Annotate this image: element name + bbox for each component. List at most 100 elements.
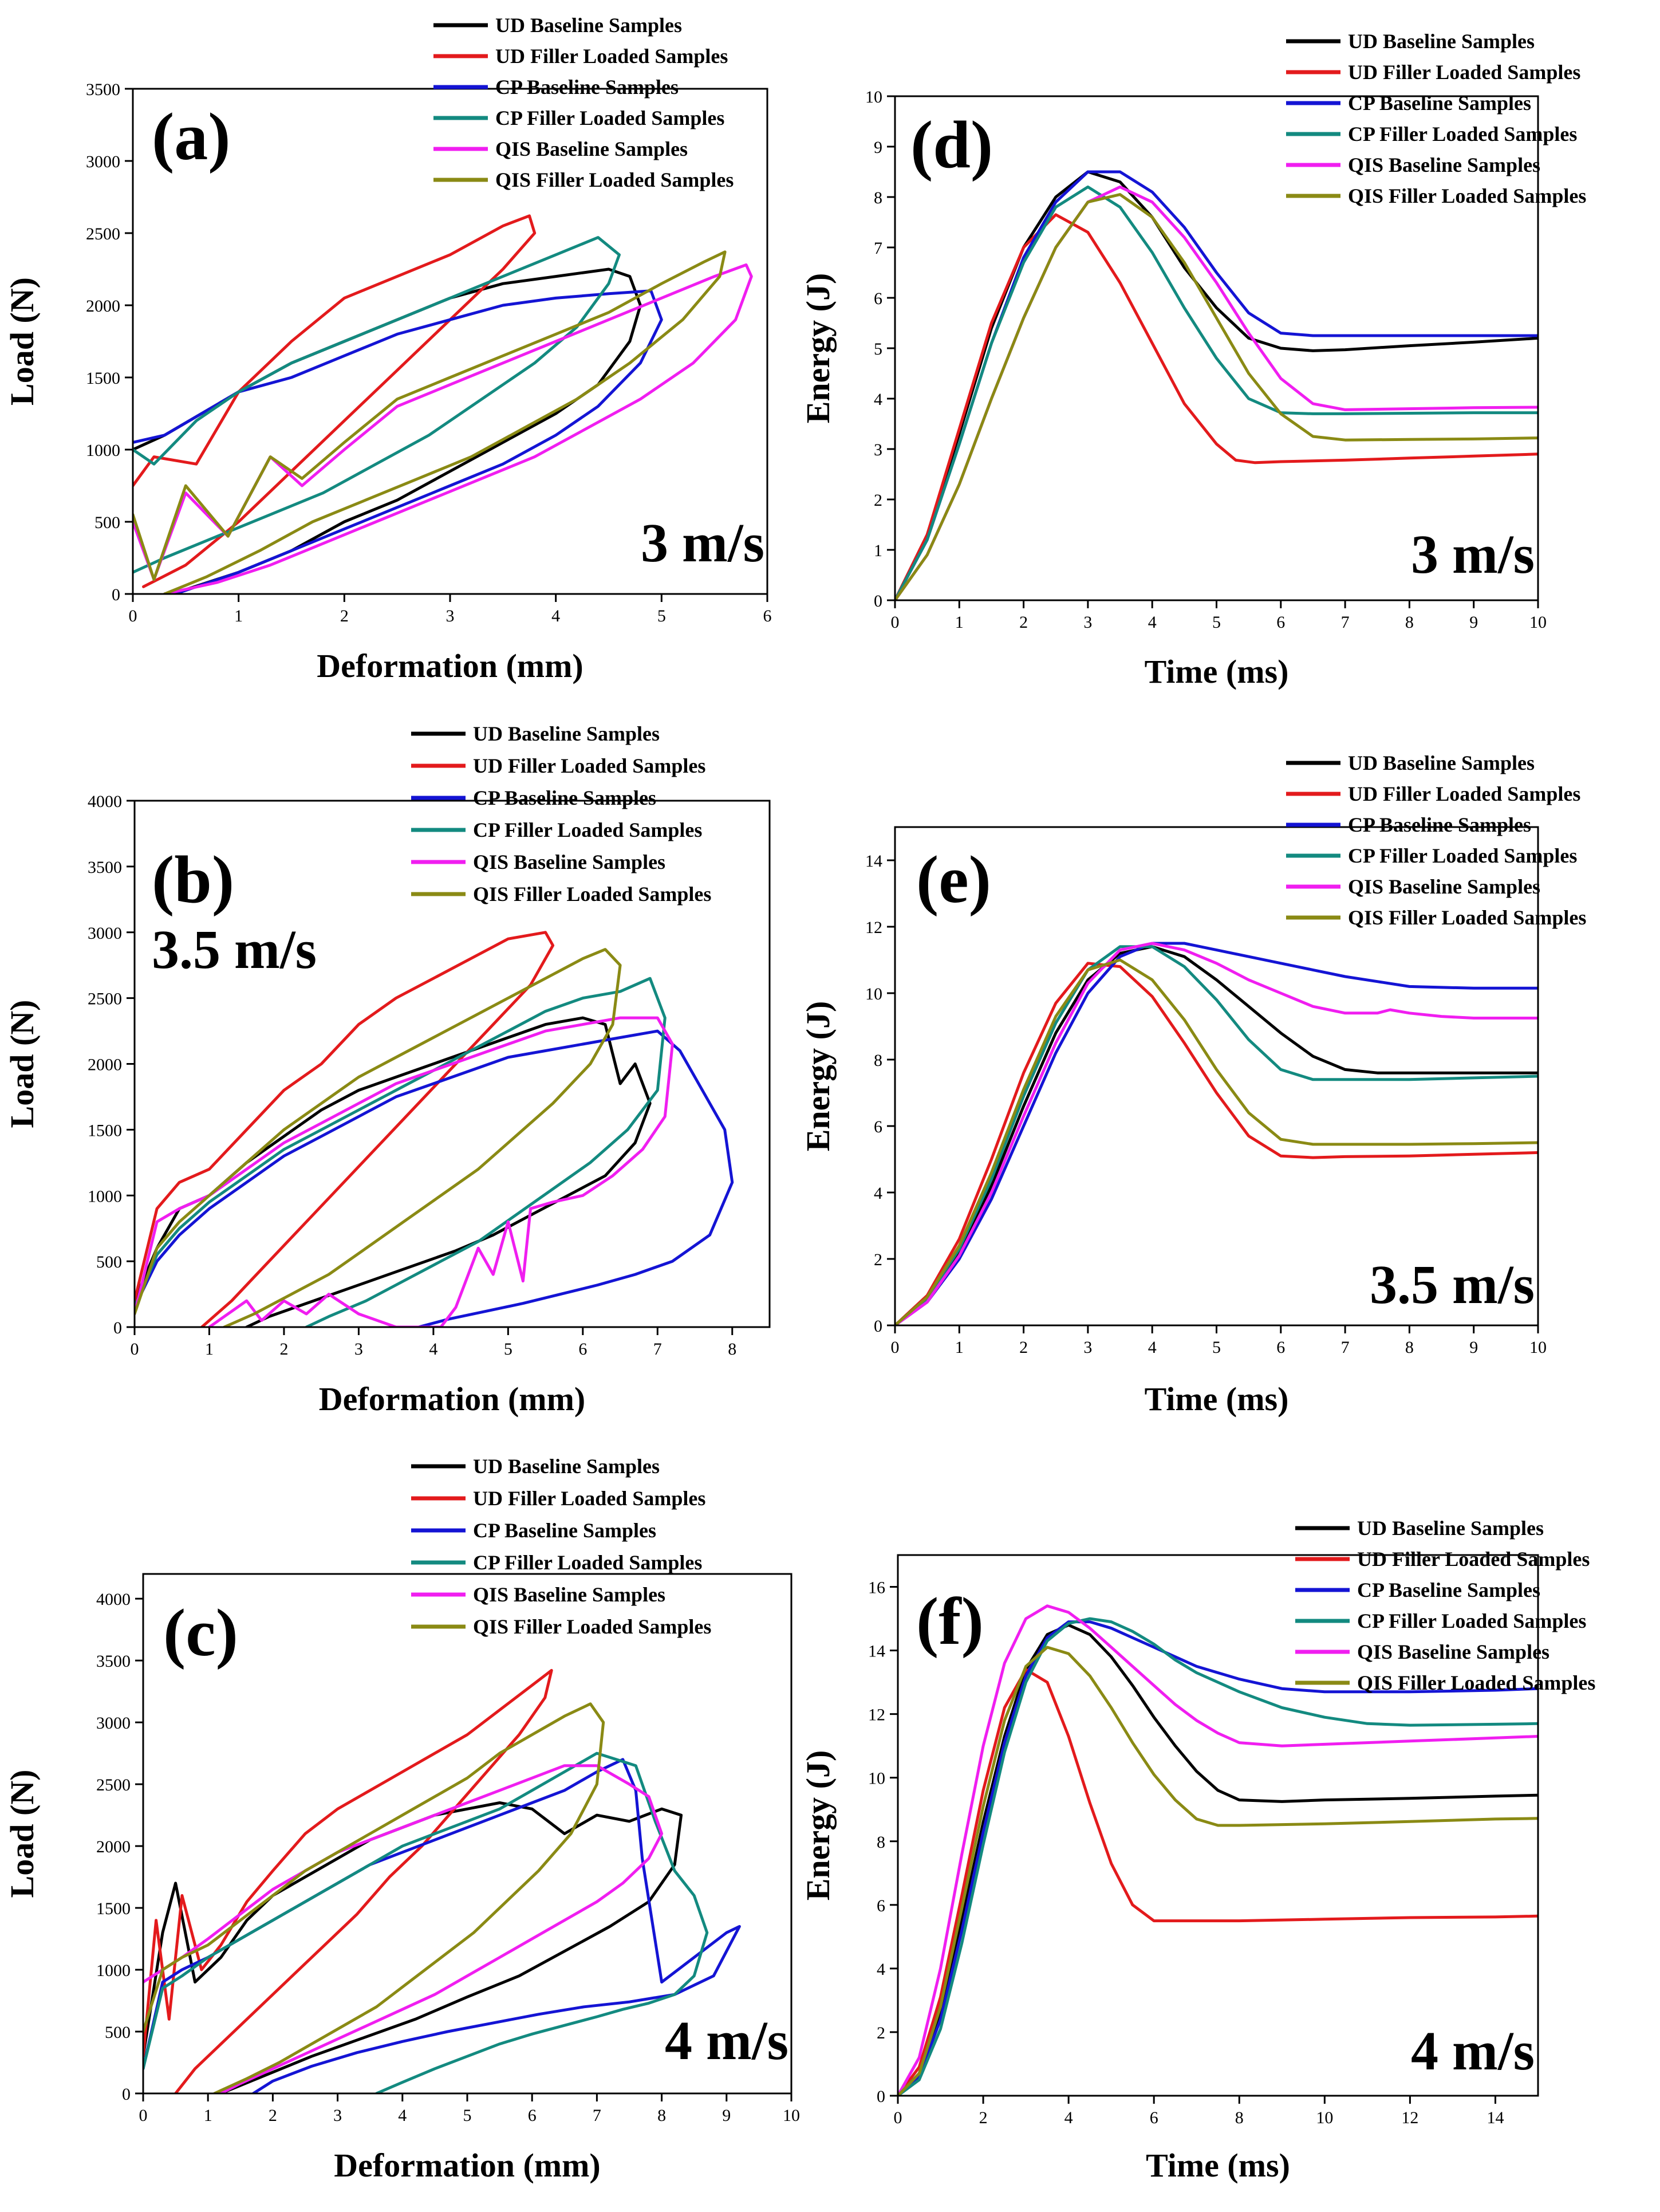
y-axis-label: Energy (J) bbox=[799, 273, 837, 424]
y-tick-label: 8 bbox=[874, 188, 882, 207]
y-axis-label: Energy (J) bbox=[799, 1001, 837, 1152]
y-tick-label: 1000 bbox=[86, 441, 120, 460]
series-line-5 bbox=[898, 1646, 1538, 2096]
series-line-5 bbox=[133, 250, 727, 594]
x-tick-label: 4 bbox=[398, 2106, 407, 2125]
legend-entry: UD Baseline Samples bbox=[1357, 1517, 1544, 1540]
legend-entry: UD Filler Loaded Samples bbox=[1348, 782, 1580, 805]
series-line-4 bbox=[143, 1764, 664, 2093]
legend-entry: UD Filler Loaded Samples bbox=[1357, 1548, 1590, 1571]
legend-entry: CP Filler Loaded Samples bbox=[1348, 123, 1577, 145]
x-tick-label: 10 bbox=[1529, 613, 1547, 632]
legend: UD Baseline Samples UD Filler Loaded Samp… bbox=[1286, 30, 1586, 207]
x-axis-label: Deformation (mm) bbox=[319, 1380, 585, 1418]
x-tick-label: 5 bbox=[1212, 1338, 1221, 1357]
x-tick-label: 1 bbox=[234, 607, 243, 625]
y-tick-label: 7 bbox=[874, 239, 882, 258]
x-tick-label: 2 bbox=[1019, 1338, 1028, 1357]
y-tick-label: 500 bbox=[94, 513, 120, 532]
y-tick-label: 2 bbox=[874, 1250, 882, 1269]
y-tick-label: 3000 bbox=[88, 924, 122, 943]
y-tick-label: 3500 bbox=[86, 80, 120, 99]
series-line-0 bbox=[895, 945, 1538, 1325]
x-tick-label: 8 bbox=[728, 1340, 736, 1359]
y-tick-label: 8 bbox=[877, 1833, 885, 1852]
series-line-3 bbox=[895, 185, 1538, 600]
y-tick-label: 2 bbox=[874, 491, 882, 510]
y-tick-label: 0 bbox=[122, 2085, 131, 2104]
x-tick-label: 2 bbox=[979, 2108, 988, 2127]
y-tick-label: 0 bbox=[874, 1317, 882, 1336]
legend-entry: QIS Baseline Samples bbox=[473, 1583, 665, 1606]
y-tick-label: 0 bbox=[877, 2087, 885, 2106]
series-line-4 bbox=[133, 263, 753, 594]
series-line-0 bbox=[135, 1016, 652, 1327]
panel-label: (b) bbox=[152, 842, 234, 917]
x-tick-label: 2 bbox=[269, 2106, 277, 2125]
speed-annotation: 3.5 m/s bbox=[1370, 1254, 1535, 1315]
x-tick-label: 3 bbox=[1083, 1338, 1092, 1357]
x-axis-label: Deformation (mm) bbox=[334, 2147, 600, 2184]
x-tick-label: 4 bbox=[1148, 613, 1157, 632]
series-line-1 bbox=[135, 931, 555, 1327]
x-tick-label: 3 bbox=[354, 1340, 363, 1359]
plot-frame bbox=[897, 1554, 1539, 2097]
legend-entry: UD Baseline Samples bbox=[1348, 30, 1535, 53]
series-line-4 bbox=[895, 942, 1538, 1325]
y-tick-label: 2500 bbox=[96, 1776, 131, 1794]
x-tick-label: 12 bbox=[1401, 2108, 1418, 2127]
series-line-0 bbox=[143, 1801, 683, 2093]
y-tick-label: 3500 bbox=[88, 858, 122, 877]
series-line-1 bbox=[898, 1668, 1538, 2096]
y-tick-label: 2500 bbox=[86, 225, 120, 243]
y-tick-label: 4000 bbox=[96, 1590, 131, 1609]
y-tick-label: 0 bbox=[113, 1318, 122, 1337]
speed-annotation: 4 m/s bbox=[1411, 2020, 1535, 2081]
legend-entry: QIS Baseline Samples bbox=[473, 851, 665, 873]
y-tick-label: 5 bbox=[874, 340, 882, 359]
legend-entry: UD Baseline Samples bbox=[473, 722, 660, 745]
series-line-4 bbox=[135, 1016, 674, 1327]
x-tick-label: 6 bbox=[528, 2106, 537, 2125]
x-tick-label: 6 bbox=[1276, 613, 1285, 632]
legend-entry: QIS Baseline Samples bbox=[1348, 153, 1540, 176]
x-tick-label: 0 bbox=[891, 613, 900, 632]
x-tick-label: 6 bbox=[1150, 2108, 1158, 2127]
legend-entry: UD Filler Loaded Samples bbox=[495, 45, 728, 68]
y-tick-label: 2 bbox=[877, 2024, 885, 2042]
y-tick-label: 6 bbox=[874, 1117, 882, 1136]
legend-entry: CP Baseline Samples bbox=[1348, 813, 1531, 836]
legend-entry: CP Baseline Samples bbox=[1348, 92, 1531, 115]
y-tick-label: 3000 bbox=[96, 1714, 131, 1733]
panel-a: 0 1 2 3 4 5 6 0 500 1000 1500 2000 2500 3000 3500 Defor… bbox=[3, 14, 772, 684]
x-tick-label: 4 bbox=[1148, 1338, 1157, 1357]
x-tick-label: 9 bbox=[1469, 613, 1478, 632]
series-line-1 bbox=[895, 213, 1538, 600]
y-tick-label: 1000 bbox=[88, 1187, 122, 1206]
series-line-5 bbox=[895, 958, 1538, 1325]
y-axis-label: Energy (J) bbox=[799, 1750, 837, 1901]
legend-entry: QIS Baseline Samples bbox=[495, 137, 688, 160]
speed-annotation: 3 m/s bbox=[641, 512, 764, 573]
series-line-1 bbox=[133, 214, 537, 588]
panel-b: 0 1 2 3 4 5 6 7 8 0 500 1000 1500 2000 2500 3000 3500 400… bbox=[3, 722, 771, 1418]
x-tick-label: 4 bbox=[429, 1340, 437, 1359]
series-line-2 bbox=[898, 1620, 1538, 2096]
legend-entry: CP Baseline Samples bbox=[473, 1519, 656, 1542]
x-tick-label: 1 bbox=[205, 1340, 214, 1359]
x-axis-label: Time (ms) bbox=[1146, 2147, 1290, 2184]
series-line-2 bbox=[133, 289, 663, 594]
y-tick-label: 8 bbox=[874, 1051, 882, 1070]
series-line-3 bbox=[133, 236, 621, 574]
legend-entry: UD Filler Loaded Samples bbox=[473, 1487, 705, 1510]
y-tick-label: 1500 bbox=[86, 369, 120, 388]
x-tick-label: 1 bbox=[204, 2106, 212, 2125]
x-tick-label: 1 bbox=[955, 613, 964, 632]
y-tick-label: 1 bbox=[874, 541, 882, 560]
y-tick-label: 2000 bbox=[88, 1056, 122, 1074]
panel-c: 0 1 2 3 4 5 6 7 8 9 10 0 500 1000 1500 2000 2500 3000 3500… bbox=[3, 1455, 800, 2184]
legend-entry: QIS Filler Loaded Samples bbox=[1348, 184, 1586, 207]
y-tick-label: 12 bbox=[865, 918, 882, 937]
